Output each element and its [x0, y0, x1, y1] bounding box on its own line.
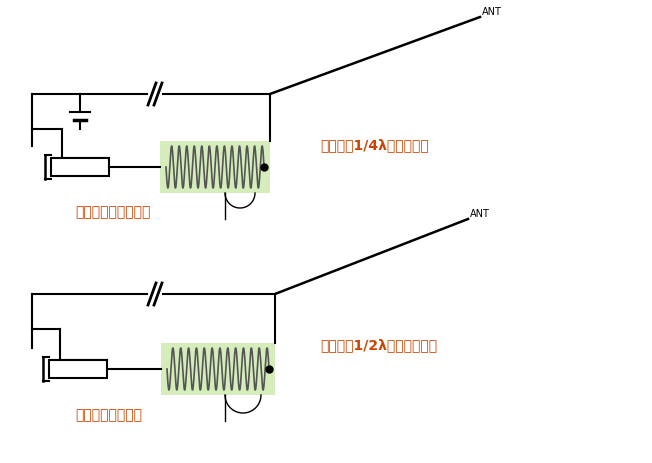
Bar	[160, 142, 270, 194]
Bar	[49, 360, 107, 378]
Bar	[161, 343, 275, 395]
Text: アンテナ1/4λ以上の長さ: アンテナ1/4λ以上の長さ	[320, 138, 429, 152]
Text: アンテナ1/2λ共振した長さ: アンテナ1/2λ共振した長さ	[320, 337, 437, 351]
Text: ANT: ANT	[470, 208, 490, 219]
Text: ANT: ANT	[482, 7, 502, 17]
Text: 電圧給電アンテナ: 電圧給電アンテナ	[75, 407, 142, 421]
Text: アンテナ・チューナ: アンテナ・チューナ	[75, 205, 151, 219]
Bar	[51, 159, 109, 176]
